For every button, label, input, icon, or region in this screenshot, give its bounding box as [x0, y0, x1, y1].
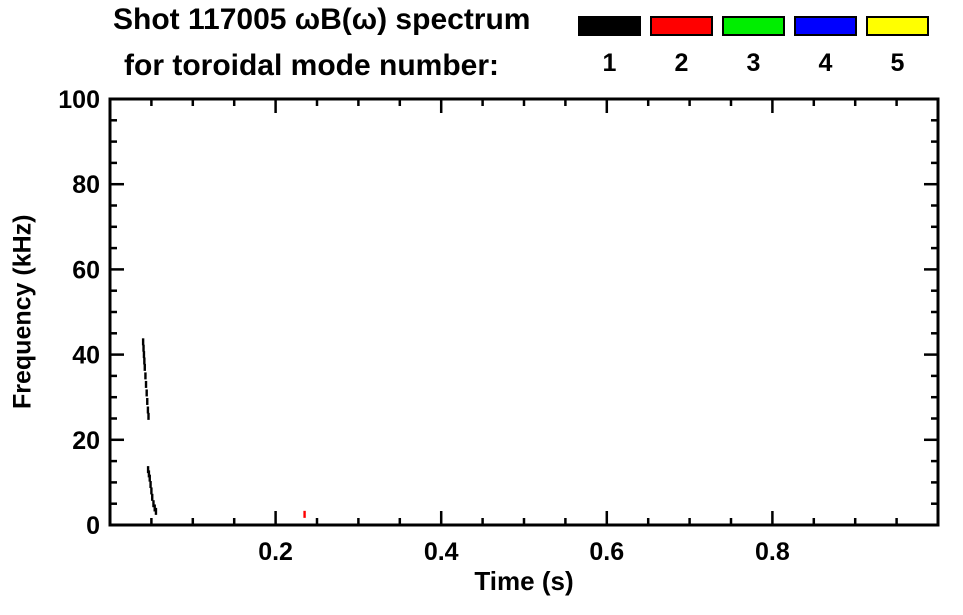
legend-item-mode-4: 4 [794, 16, 857, 78]
svg-text:40: 40 [72, 342, 100, 370]
legend-swatch-yellow [866, 16, 929, 36]
svg-text:60: 60 [72, 256, 100, 284]
legend-label-2: 2 [674, 49, 689, 77]
legend-item-mode-2: 2 [650, 16, 713, 78]
svg-text:0.2: 0.2 [258, 538, 293, 566]
svg-text:0.6: 0.6 [589, 538, 624, 566]
x-axis-label: Time (s) [474, 566, 574, 596]
svg-text:0.8: 0.8 [755, 538, 790, 566]
legend-item-mode-1: 1 [578, 16, 641, 78]
legend-item-mode-5: 5 [866, 16, 929, 78]
legend-item-mode-3: 3 [722, 16, 785, 78]
legend-label-5: 5 [890, 49, 905, 77]
legend-swatch-green [722, 16, 785, 36]
svg-text:80: 80 [72, 171, 100, 199]
legend-swatch-blue [794, 16, 857, 36]
legend-label-4: 4 [818, 49, 833, 77]
legend: 1 2 3 4 5 [578, 16, 929, 78]
chart-title: Shot 117005 ωB(ω) spectrum [113, 3, 531, 36]
svg-text:0.4: 0.4 [424, 538, 459, 566]
legend-label-3: 3 [746, 49, 761, 77]
svg-text:100: 100 [58, 86, 100, 114]
svg-text:20: 20 [72, 427, 100, 455]
legend-label-1: 1 [602, 49, 617, 77]
svg-text:0: 0 [86, 512, 100, 540]
chart-subtitle: for toroidal mode number: [124, 49, 499, 82]
legend-swatch-black [578, 16, 641, 36]
legend-swatch-red [650, 16, 713, 36]
